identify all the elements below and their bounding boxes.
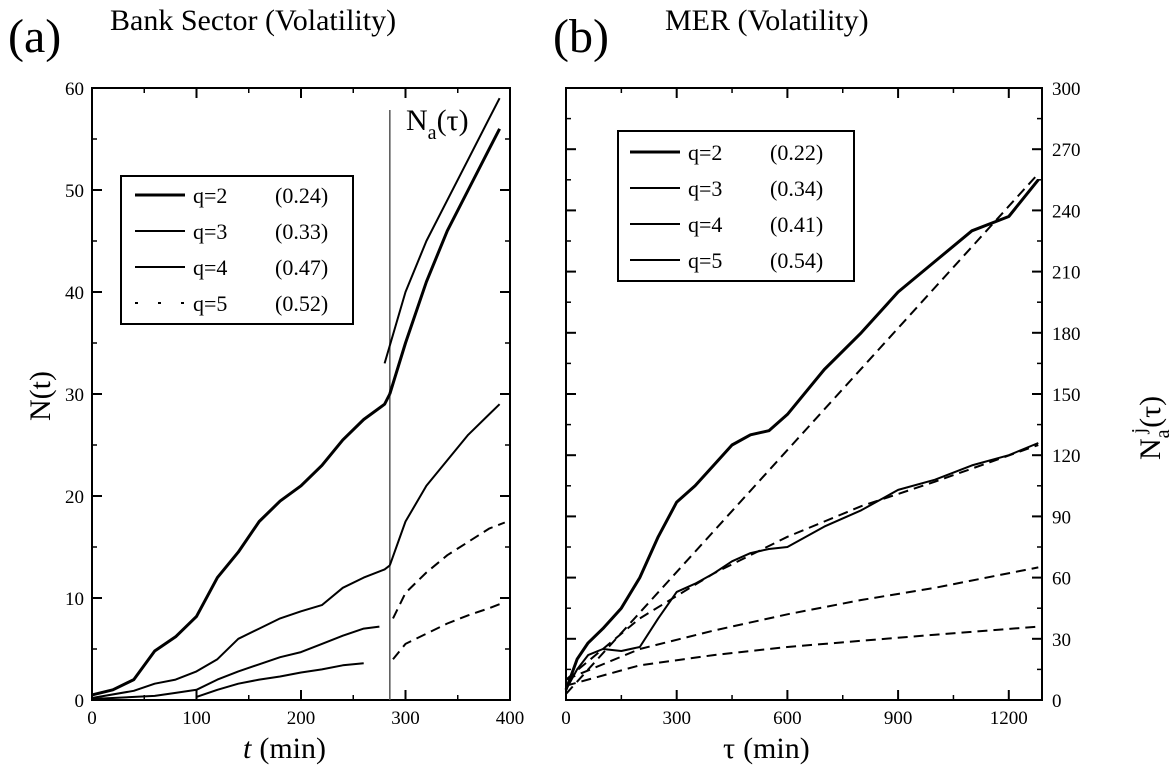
panel-b-series-line-1 <box>565 442 1039 691</box>
panel-b: (b) MER (Volatility) 0 300 600 900 1200 0 30 60… <box>553 4 1174 765</box>
panel-a-legend-label-3: q=5 <box>193 291 227 316</box>
panel-b-ytick-label: 30 <box>1052 630 1071 651</box>
panel-a-legend-label-1: q=3 <box>193 219 227 244</box>
panel-b-series-line-0 <box>564 178 1040 691</box>
panel-a-series-line-4 <box>383 97 501 364</box>
panel-a-series-line-2 <box>91 625 380 700</box>
panel-b-ytick-label: 150 <box>1052 385 1081 406</box>
panel-b-series-line-3 <box>565 625 1039 687</box>
panel-b-ytick-label: 60 <box>1052 569 1071 590</box>
panel-b-ytick-label: 300 <box>1052 79 1081 100</box>
panel-b-ylabel-main: N <box>1134 438 1167 460</box>
panel-a-ytick-label: 20 <box>65 487 84 508</box>
panel-a-ytick-label: 10 <box>65 589 84 610</box>
panel-b-xtick-label: 300 <box>662 708 691 729</box>
panel-b-ytick-label: 210 <box>1052 263 1081 284</box>
panel-b-ticks: 0 300 600 900 1200 0 30 60 90 120 150 180 210 240 270 3… <box>561 79 1080 729</box>
panel-a-xtick-label: 100 <box>182 708 211 729</box>
panel-b-xlabel-unit: (min) <box>743 732 810 765</box>
panel-a-legend-exponent-3: (0.52) <box>275 291 328 316</box>
panel-b-letter: (b) <box>553 10 609 63</box>
panel-b-legend-exponent-0: (0.22) <box>770 140 823 165</box>
panel-a-series-line-5 <box>388 128 501 395</box>
panel-b-ylabel: Naj(τ) <box>1128 396 1174 460</box>
panel-b-series-line-4 <box>565 173 1040 695</box>
panel-a-series-line-3 <box>196 662 364 698</box>
panel-b-ytick-label: 180 <box>1052 324 1081 345</box>
panel-a-legend-label-0: q=2 <box>193 183 227 208</box>
panel-a-ticks: 0 100 200 300 400 0 10 20 30 40 50 60 <box>65 79 524 729</box>
panel-a-xlabel-var: t <box>243 732 252 765</box>
panel-b-xtick-label: 1200 <box>990 708 1028 729</box>
panel-a-annotation-main: N <box>406 104 428 137</box>
panel-a-series-group <box>91 97 506 700</box>
panel-a-legend-label-2: q=4 <box>193 255 227 280</box>
panel-b-ytick-label: 240 <box>1052 201 1081 222</box>
panel-b-ylabel-sup: j <box>1128 428 1150 435</box>
panel-a-ytick-label: 50 <box>65 181 84 202</box>
panel-a-ytick-label: 30 <box>65 385 84 406</box>
panel-b-legend-label-3: q=5 <box>688 248 722 273</box>
panel-a-ytick-label: 40 <box>65 283 84 304</box>
panel-a-legend-exponent-1: (0.33) <box>275 219 328 244</box>
panel-b-xlabel: τ (min) <box>723 732 810 765</box>
panel-a-legend-exponent-0: (0.24) <box>275 183 328 208</box>
panel-b-series-group <box>564 173 1040 695</box>
panel-a-xlabel: t (min) <box>243 732 326 765</box>
panel-a-xlabel-unit: (min) <box>259 732 326 765</box>
panel-b-xlabel-var: τ <box>723 732 735 765</box>
panel-b-xtick-label: 0 <box>561 708 571 729</box>
panel-b-legend-label-1: q=3 <box>688 176 722 201</box>
panel-b-legend-label-0: q=2 <box>688 140 722 165</box>
panel-a-letter: (a) <box>8 10 61 63</box>
panel-a-series-line-7 <box>392 521 506 619</box>
panel-a-ytick-label: 0 <box>75 691 85 712</box>
panel-b-ylabel-sub: a <box>1152 429 1174 438</box>
panel-a-annotation: Na(τ) <box>406 104 469 144</box>
panel-b-title: MER (Volatility) <box>665 4 869 37</box>
panel-b-legend-exponent-2: (0.41) <box>770 212 823 237</box>
panel-a-ylabel: N(t) <box>24 371 57 421</box>
panel-a-xtick-label: 400 <box>496 708 525 729</box>
panel-b-ytick-label: 120 <box>1052 446 1081 467</box>
panel-a-series-line-6 <box>388 403 501 566</box>
panel-a-xtick-label: 0 <box>87 708 97 729</box>
panel-a-annotation-sub: a <box>428 122 437 144</box>
panel-b-legend-exponent-3: (0.54) <box>770 248 823 273</box>
panel-b-legend-label-2: q=4 <box>688 212 722 237</box>
panel-a-legend <box>120 175 354 325</box>
panel-b-ylabel-tail: (τ) <box>1134 396 1167 428</box>
panel-a-legend-entries: q=2 (0.24) q=3 (0.33) q=4 (0.47) q=5 (0.52) <box>135 183 328 316</box>
panel-a-legend-exponent-2: (0.47) <box>275 255 328 280</box>
panel-b-ylabel-text: Naj(τ) <box>1128 396 1174 460</box>
panel-b-legend-exponent-1: (0.34) <box>770 176 823 201</box>
panel-b-ytick-label: 90 <box>1052 507 1071 528</box>
panel-b-legend-entries: q=2 (0.22) q=3 (0.34) q=4 (0.41) q=5 (0.54) <box>630 140 823 273</box>
panel-a: (a) Bank Sector (Volatility) 0 100 200 300 4… <box>8 4 524 765</box>
panel-b-ytick-label: 270 <box>1052 140 1081 161</box>
panel-b-xtick-label: 900 <box>884 708 913 729</box>
panel-a-title: Bank Sector (Volatility) <box>110 4 396 37</box>
panel-b-xtick-label: 600 <box>773 708 802 729</box>
panel-b-series-line-2 <box>565 566 1039 681</box>
panel-a-series-line-1 <box>91 564 391 699</box>
panel-a-series-line-0 <box>91 393 392 697</box>
panel-a-series-line-8 <box>392 601 506 660</box>
panel-a-annotation-tail: (τ) <box>437 104 469 137</box>
panel-a-ytick-label: 60 <box>65 79 84 100</box>
panel-b-ytick-label: 0 <box>1052 691 1062 712</box>
panel-b-legend <box>617 130 855 282</box>
panel-b-series-line-5 <box>565 444 1039 681</box>
panel-a-xtick-label: 200 <box>287 708 316 729</box>
panel-a-xtick-label: 300 <box>391 708 420 729</box>
